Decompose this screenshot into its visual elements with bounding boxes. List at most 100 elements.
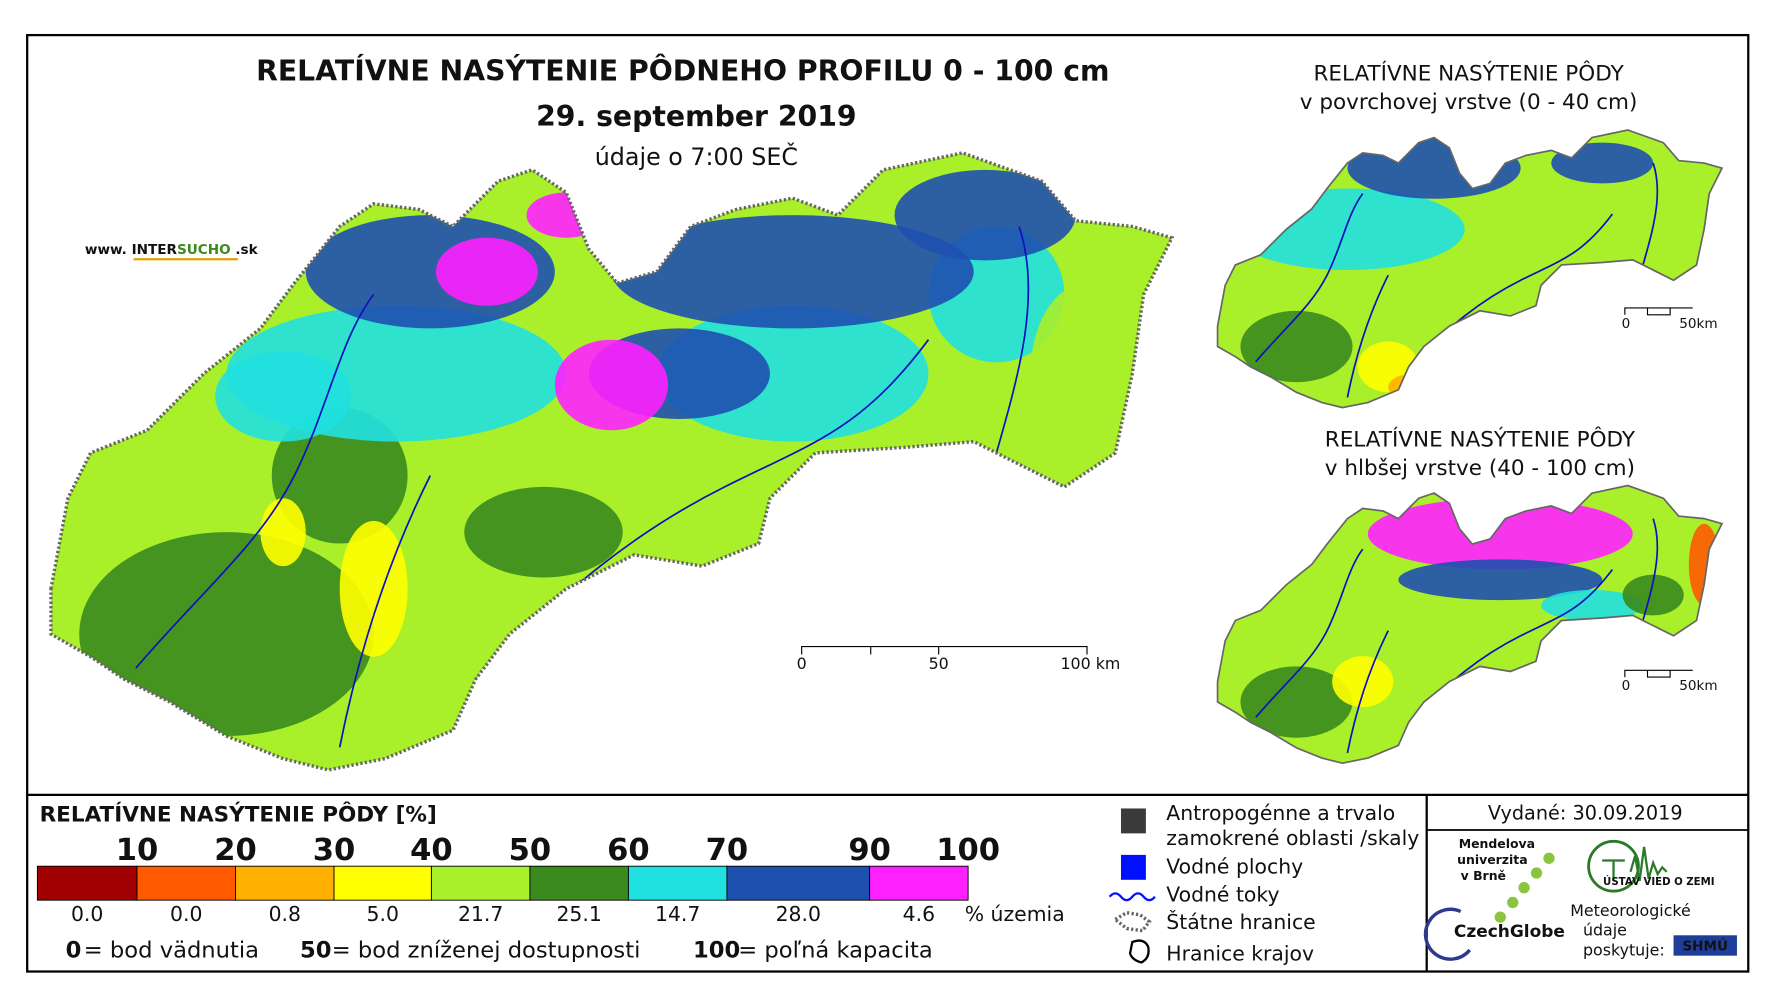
saturation-zone	[1030, 283, 1144, 465]
state-border	[49, 151, 1175, 772]
scale-label: 50	[929, 654, 949, 673]
scale-bar	[1624, 669, 1693, 678]
scale-label: 100 km	[1060, 654, 1120, 673]
saturation-zone	[1622, 574, 1684, 616]
symbol-label: Vodné plochy	[1166, 854, 1303, 878]
website: www. INTERSUCHO .sk	[85, 242, 259, 258]
river	[995, 226, 1030, 454]
logo-text: ÚSTAV VIED O ZEMI	[1603, 875, 1715, 888]
key-label: = bod zníženej dostupnosti	[332, 938, 641, 964]
issued: Vydané: 30.09.2019	[1488, 802, 1683, 825]
scale-label: 0	[1622, 678, 1631, 694]
website-part: www. INTER	[85, 242, 178, 258]
logo-text: SHMÚ	[1682, 937, 1728, 955]
legend-threshold: 90	[848, 833, 891, 868]
inset-title: v hlbšej vrstve (40 - 100 cm)	[1325, 456, 1635, 481]
legend-threshold: 40	[410, 833, 453, 868]
legend-threshold: 60	[607, 833, 650, 868]
provider: Meteorologické	[1570, 901, 1691, 920]
saturation-zone	[1367, 498, 1633, 570]
scale-label: 50km	[1679, 316, 1717, 332]
symbol-urban	[1120, 808, 1146, 834]
symbol-border	[1112, 910, 1152, 933]
provider: poskytuje:	[1583, 941, 1665, 960]
key-value: 0	[66, 938, 82, 964]
saturation-zone	[894, 169, 1076, 261]
legend-threshold: 100	[936, 833, 1000, 868]
inset-title: RELATÍVNE NASÝTENIE PÔDY	[1313, 61, 1624, 87]
legend-threshold: 30	[313, 833, 356, 868]
website-part: SUCHO	[177, 242, 231, 258]
saturation-zone	[554, 339, 669, 431]
river	[1346, 630, 1389, 754]
symbol-river	[1108, 892, 1156, 902]
legend-share: 25.1	[556, 902, 601, 926]
saturation-zone	[464, 486, 623, 578]
logo-dots	[1494, 852, 1555, 923]
saturation-zone	[1240, 310, 1353, 383]
river	[1255, 193, 1364, 363]
symbol-label: zamokrené oblasti /skaly	[1166, 826, 1419, 850]
scale-bar	[1624, 307, 1693, 316]
symbol-label: Hranice krajov	[1166, 942, 1314, 966]
legend-class	[869, 865, 969, 901]
saturation-zone	[1398, 559, 1603, 601]
legend-share: 5.0	[367, 902, 399, 926]
saturation-zone	[339, 520, 408, 657]
legend-share: 0.8	[269, 902, 301, 926]
saturation-zone	[215, 351, 352, 442]
river	[1255, 548, 1364, 718]
legend-share: 0.0	[170, 902, 202, 926]
river	[135, 293, 375, 669]
legend-threshold: 10	[116, 833, 159, 868]
legend-threshold: 70	[706, 833, 749, 868]
dot	[1530, 867, 1543, 879]
dot	[1507, 896, 1519, 909]
scale-label: 0	[797, 654, 807, 673]
title: RELATÍVNE NASÝTENIE PÔDNEHO PROFILU 0 - …	[256, 53, 1109, 87]
river	[1346, 274, 1389, 398]
time-note: údaje o 7:00 SEČ	[595, 143, 798, 171]
river	[1642, 162, 1659, 266]
website-part: .sk	[231, 242, 259, 258]
inset-title: v povrchovej vrstve (0 - 40 cm)	[1300, 90, 1638, 115]
saturation-zone	[79, 532, 374, 736]
river	[338, 475, 432, 748]
czechglobe-arc	[1423, 907, 1472, 961]
legend-class	[529, 865, 629, 901]
logo-text: Mendelova	[1459, 836, 1535, 851]
saturation-zone	[1240, 666, 1353, 738]
saturation-zone	[260, 498, 306, 567]
legend-title: RELATÍVNE NASÝTENIE PÔDY [%]	[40, 801, 437, 827]
legend-class	[136, 865, 236, 901]
state-border	[1216, 484, 1724, 765]
institute-wave	[1602, 846, 1668, 882]
main-map	[50, 152, 1172, 770]
scale-label: 50km	[1679, 678, 1717, 694]
state-border	[1216, 129, 1724, 409]
legend-class	[36, 865, 138, 901]
saturation-zone	[271, 407, 408, 544]
logo-text: univerzita	[1457, 852, 1528, 867]
legend-class	[333, 865, 432, 901]
key-label: = bod vädnutia	[84, 938, 259, 964]
legend-share: 4.6	[903, 902, 935, 926]
legend-threshold: 20	[214, 833, 257, 868]
dot	[1518, 882, 1530, 894]
inset-title: RELATÍVNE NASÝTENIE PÔDY	[1325, 426, 1636, 452]
scale-label: 0	[1622, 316, 1631, 332]
key-value: 50	[300, 938, 332, 964]
legend-class	[726, 865, 871, 901]
logo-text: CzechGlobe	[1454, 922, 1565, 942]
legend-class	[235, 865, 335, 901]
legend-share: 21.7	[458, 902, 503, 926]
symbol-label: Štátne hranice	[1166, 909, 1315, 934]
legend-class	[430, 865, 531, 901]
symbol-label: Vodné toky	[1166, 883, 1279, 907]
provider: údaje	[1583, 920, 1627, 939]
institute-logo	[1587, 839, 1640, 893]
saturation-zone	[1332, 656, 1394, 708]
inset-map	[1217, 485, 1723, 764]
legend-share: 14.7	[655, 902, 700, 926]
